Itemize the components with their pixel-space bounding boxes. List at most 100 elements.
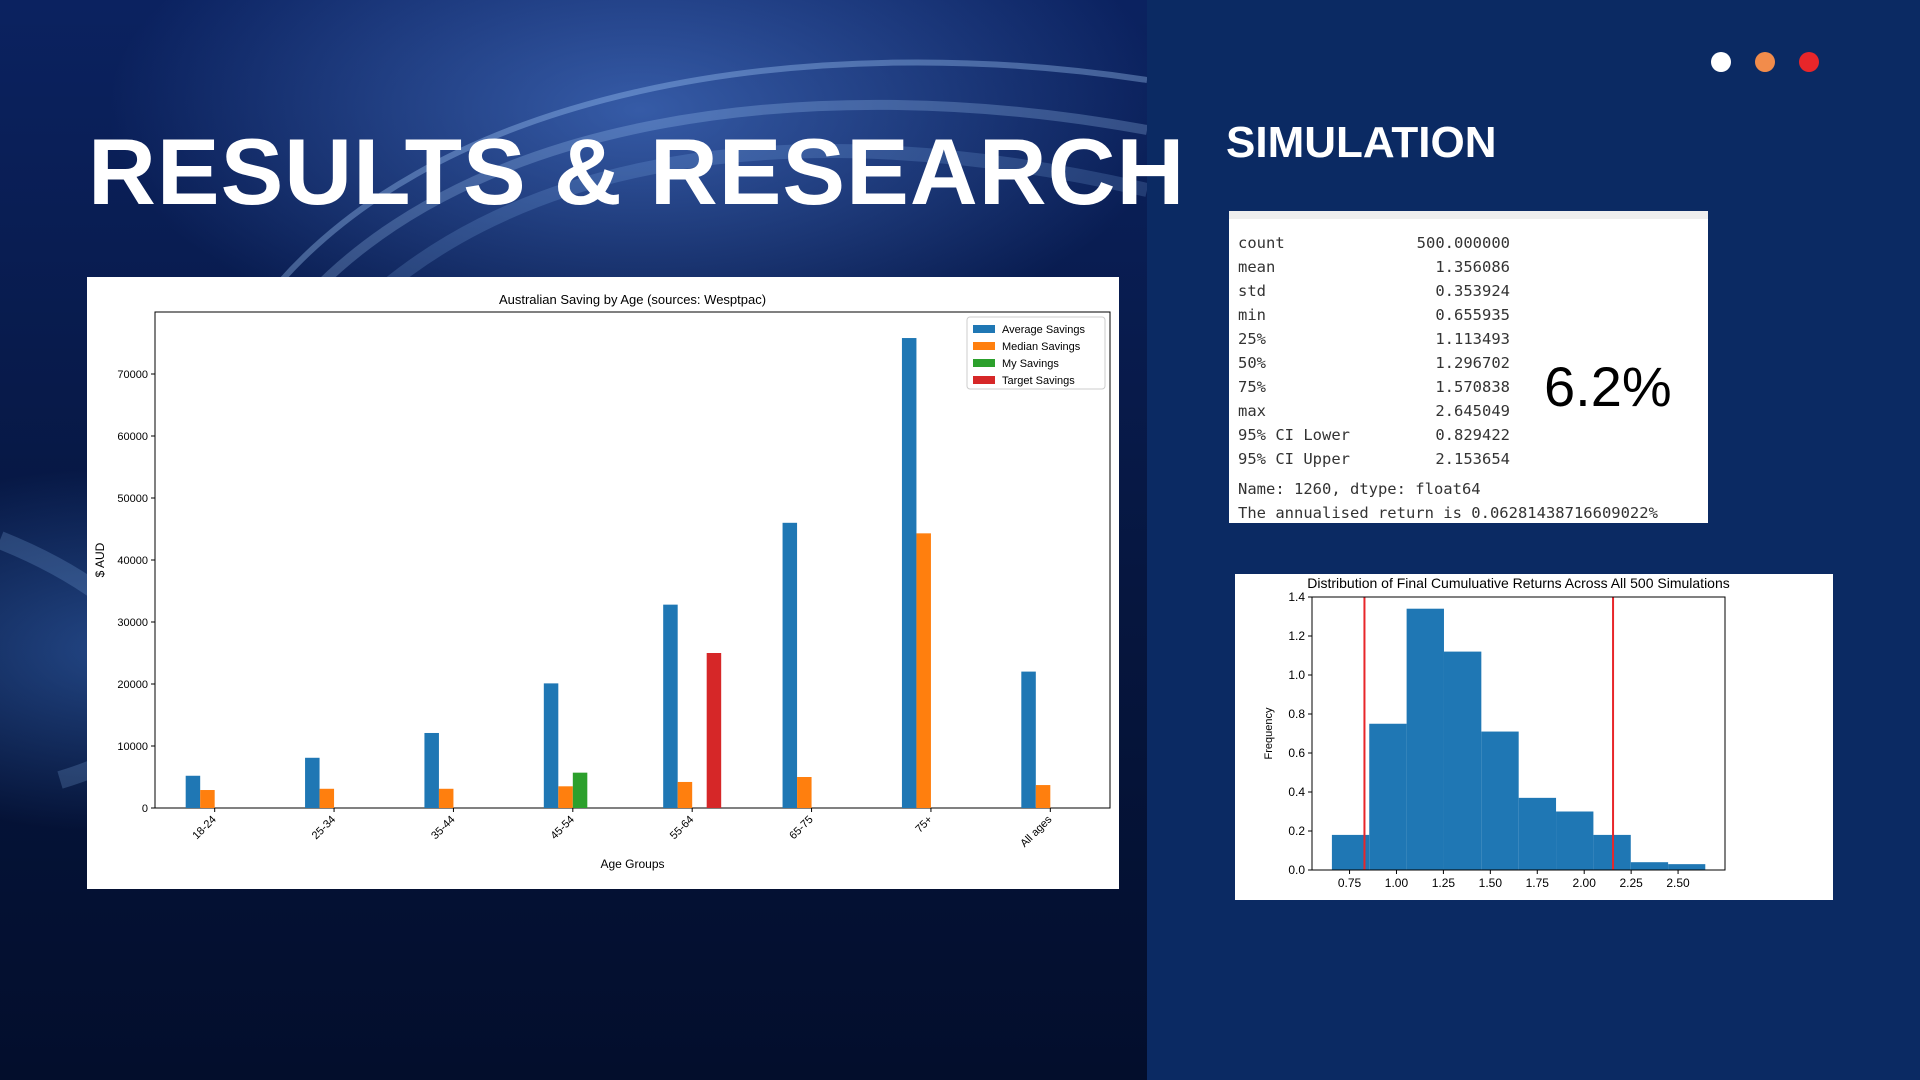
bar bbox=[185, 775, 201, 808]
bar bbox=[1021, 671, 1036, 808]
stats-label: count bbox=[1238, 234, 1285, 252]
orange-dot bbox=[1755, 52, 1775, 72]
y-tick-label: 60000 bbox=[117, 431, 148, 443]
slide-title: RESULTS & RESEARCH bbox=[88, 119, 1186, 224]
stats-value: 1.113493 bbox=[1435, 330, 1510, 348]
histogram-bar bbox=[1406, 608, 1444, 870]
stats-row: 75% 1.570838 bbox=[1238, 378, 1510, 396]
histogram-x-tick-label: 0.75 bbox=[1338, 876, 1362, 890]
stats-name-line: Name: 1260, dtype: float64 bbox=[1238, 480, 1481, 498]
histogram-y-tick-label: 0.2 bbox=[1288, 824, 1305, 838]
histogram-bar bbox=[1518, 797, 1557, 870]
histogram-bar bbox=[1443, 651, 1482, 870]
legend-swatch bbox=[973, 325, 995, 333]
x-axis-label: Age Groups bbox=[600, 857, 664, 871]
stats-row: min 0.655935 bbox=[1238, 306, 1510, 324]
bar bbox=[706, 653, 722, 808]
legend-swatch bbox=[973, 359, 995, 367]
x-tick-label: 75+ bbox=[913, 814, 935, 836]
bar bbox=[424, 732, 439, 808]
histogram-panel: Distribution of Final Cumuluative Return… bbox=[1235, 574, 1833, 900]
stats-label: 50% bbox=[1238, 354, 1266, 372]
stats-value: 0.829422 bbox=[1435, 426, 1510, 444]
bar bbox=[305, 757, 320, 808]
bar bbox=[543, 683, 559, 808]
annualised-return-value: 6.2% bbox=[1544, 355, 1672, 418]
bar bbox=[558, 786, 573, 808]
stats-label: 95% CI Lower bbox=[1238, 426, 1350, 444]
stats-value: 0.353924 bbox=[1435, 282, 1510, 300]
x-tick-label: 45-54 bbox=[549, 814, 577, 842]
x-tick-label: All ages bbox=[1018, 813, 1055, 850]
bar bbox=[1035, 785, 1051, 808]
stats-value: 1.296702 bbox=[1435, 354, 1510, 372]
y-axis-label: $ AUD bbox=[93, 542, 107, 577]
stats-label: 75% bbox=[1238, 378, 1266, 396]
stats-row: mean 1.356086 bbox=[1238, 258, 1510, 276]
savings-bar-chart: Australian Saving by Age (sources: Wespt… bbox=[93, 292, 1111, 871]
stats-value: 1.356086 bbox=[1435, 258, 1510, 276]
stats-label: 95% CI Upper bbox=[1238, 450, 1350, 468]
chart-title: Australian Saving by Age (sources: Wespt… bbox=[499, 292, 766, 307]
stats-row: std 0.353924 bbox=[1238, 282, 1510, 300]
bar bbox=[916, 533, 931, 808]
bar bbox=[782, 522, 798, 808]
returns-histogram: Distribution of Final Cumuluative Return… bbox=[1263, 575, 1730, 890]
legend: Average Savings Median Savings My Savings T… bbox=[966, 316, 1106, 390]
bar bbox=[572, 772, 588, 808]
stats-value: 0.655935 bbox=[1435, 306, 1510, 324]
y-tick-label: 0 bbox=[142, 803, 148, 815]
x-tick-label: 55-64 bbox=[668, 814, 696, 842]
stats-value: 2.153654 bbox=[1435, 450, 1510, 468]
stats-value: 2.645049 bbox=[1435, 402, 1510, 420]
y-tick-label: 50000 bbox=[117, 493, 148, 505]
stats-row: 25% 1.113493 bbox=[1238, 330, 1510, 348]
bar bbox=[200, 790, 215, 808]
y-tick-label: 70000 bbox=[117, 369, 148, 381]
histogram-x-tick-label: 1.50 bbox=[1479, 876, 1503, 890]
legend-label: My Savings bbox=[1002, 358, 1059, 370]
histogram-y-tick-label: 1.4 bbox=[1288, 590, 1305, 604]
stats-row: 95% CI Upper 2.153654 bbox=[1238, 450, 1510, 468]
histogram-x-tick-label: 1.75 bbox=[1526, 876, 1550, 890]
simulation-stats-box: count 500.000000 mean 1.356086 std 0.353924 mi… bbox=[1229, 211, 1708, 523]
legend-label: Average Savings bbox=[1002, 324, 1085, 336]
histogram-x-tick-label: 2.00 bbox=[1573, 876, 1597, 890]
y-tick-label: 20000 bbox=[117, 679, 148, 691]
histogram-x-tick-label: 1.25 bbox=[1432, 876, 1456, 890]
annualised-return-line: The annualised return is 0.0628143871660… bbox=[1238, 504, 1658, 522]
stats-label: std bbox=[1238, 282, 1266, 300]
red-dot bbox=[1799, 52, 1819, 72]
stats-row: count 500.000000 bbox=[1238, 234, 1510, 252]
stats-label: min bbox=[1238, 306, 1266, 324]
histogram-bar bbox=[1331, 834, 1370, 870]
histogram-y-tick-label: 1.2 bbox=[1288, 629, 1305, 643]
savings-chart-panel: Australian Saving by Age (sources: Wespt… bbox=[87, 277, 1119, 889]
histogram-x-tick-label: 2.25 bbox=[1619, 876, 1643, 890]
histogram-bar bbox=[1556, 811, 1594, 870]
histogram-y-label: Frequency bbox=[1263, 707, 1275, 759]
bar bbox=[319, 788, 335, 808]
histogram-y-tick-label: 0.0 bbox=[1288, 863, 1305, 877]
histogram-bar bbox=[1630, 862, 1669, 870]
bar bbox=[677, 781, 693, 808]
y-tick-label: 40000 bbox=[117, 555, 148, 567]
right-panel bbox=[1147, 0, 1920, 1080]
bar bbox=[663, 604, 678, 808]
histogram-y-tick-label: 0.4 bbox=[1288, 785, 1305, 799]
histogram-bar bbox=[1481, 731, 1519, 870]
x-tick-label: 35-44 bbox=[429, 814, 457, 842]
legend-label: Median Savings bbox=[1002, 341, 1081, 353]
histogram-bar bbox=[1369, 723, 1407, 870]
histogram-x-tick-label: 1.00 bbox=[1385, 876, 1409, 890]
stats-row: max 2.645049 bbox=[1238, 402, 1510, 420]
legend-label: Target Savings bbox=[1002, 375, 1075, 387]
stats-label: mean bbox=[1238, 258, 1276, 276]
stats-label: 25% bbox=[1238, 330, 1266, 348]
y-tick-label: 30000 bbox=[117, 617, 148, 629]
histogram-y-tick-label: 1.0 bbox=[1288, 668, 1305, 682]
white-dot bbox=[1711, 52, 1731, 72]
histogram-y-tick-label: 0.8 bbox=[1288, 707, 1305, 721]
legend-swatch bbox=[973, 342, 995, 350]
histogram-x-tick-label: 2.50 bbox=[1666, 876, 1690, 890]
